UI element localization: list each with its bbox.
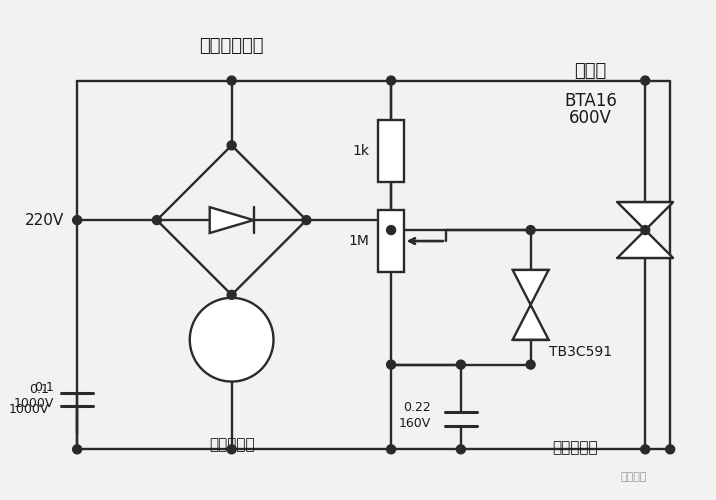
Text: 0.1: 0.1 <box>34 381 54 394</box>
Polygon shape <box>617 230 673 258</box>
Circle shape <box>227 76 236 85</box>
Circle shape <box>641 445 649 454</box>
Text: 双向二极管: 双向二极管 <box>553 440 599 455</box>
Circle shape <box>666 445 674 454</box>
Circle shape <box>227 290 236 300</box>
Text: 可控硅: 可控硅 <box>574 62 606 80</box>
Text: 原机上整流器: 原机上整流器 <box>199 36 264 54</box>
Circle shape <box>72 216 82 224</box>
Text: 1000V: 1000V <box>9 403 49 416</box>
Circle shape <box>526 360 535 369</box>
Circle shape <box>387 226 395 234</box>
Text: 1M: 1M <box>348 234 369 248</box>
Circle shape <box>641 226 649 234</box>
Text: 160V: 160V <box>399 417 431 430</box>
Text: 直流电动机: 直流电动机 <box>209 437 254 452</box>
Polygon shape <box>513 305 548 340</box>
Text: 0.1: 0.1 <box>29 383 49 396</box>
Polygon shape <box>210 207 253 233</box>
Polygon shape <box>617 202 673 230</box>
Circle shape <box>153 216 161 224</box>
Circle shape <box>72 445 82 454</box>
Circle shape <box>641 76 649 85</box>
Circle shape <box>190 298 274 382</box>
Circle shape <box>387 360 395 369</box>
Text: 600V: 600V <box>569 110 612 128</box>
Text: 云垣科技: 云垣科技 <box>620 472 647 482</box>
Circle shape <box>227 445 236 454</box>
Circle shape <box>302 216 311 224</box>
Bar <box>378 210 404 272</box>
Text: 0.22: 0.22 <box>403 401 431 414</box>
Circle shape <box>227 141 236 150</box>
Circle shape <box>456 445 465 454</box>
Text: 220V: 220V <box>24 212 64 228</box>
Bar <box>378 120 404 182</box>
Circle shape <box>526 226 535 234</box>
Text: 1k: 1k <box>352 144 369 158</box>
Circle shape <box>387 76 395 85</box>
Polygon shape <box>513 270 548 305</box>
Text: TB3C591: TB3C591 <box>548 344 611 358</box>
Circle shape <box>387 445 395 454</box>
Text: 1000V: 1000V <box>14 397 54 410</box>
Text: BTA16: BTA16 <box>564 92 617 110</box>
Text: M: M <box>221 328 242 351</box>
Circle shape <box>456 360 465 369</box>
